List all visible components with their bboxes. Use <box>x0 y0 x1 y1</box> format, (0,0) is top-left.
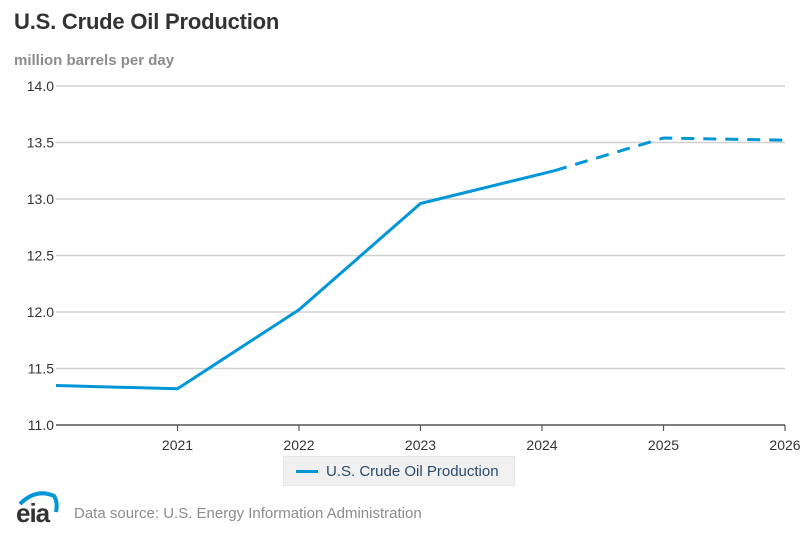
x-tick-label: 2023 <box>405 437 436 453</box>
y-tick-label: 12.5 <box>27 248 54 264</box>
footer: eia Data source: U.S. Energy Information… <box>14 490 422 528</box>
legend[interactable]: U.S. Crude Oil Production <box>283 456 515 486</box>
chart-title: U.S. Crude Oil Production <box>14 9 280 34</box>
x-axis: 2021 2022 2023 2024 2025 2026 <box>56 424 800 453</box>
x-tick-label: 2022 <box>283 437 314 453</box>
y-tick-label: 14.0 <box>27 78 54 94</box>
eia-logo-arc-icon <box>18 491 59 513</box>
y-tick-label: 12.0 <box>27 304 54 320</box>
series-line-historical <box>55 169 555 391</box>
series-line-forecast <box>553 136 786 173</box>
y-tick-label: 11.0 <box>28 417 54 433</box>
eia-logo-text: eia <box>16 498 50 528</box>
x-tick-label: 2025 <box>648 437 679 453</box>
legend-item-label: U.S. Crude Oil Production <box>326 462 499 480</box>
eia-logo[interactable]: eia <box>14 490 62 528</box>
y-tick-label: 11.5 <box>28 361 54 377</box>
x-tick-label: 2021 <box>162 437 193 453</box>
y-tick-label: 13.0 <box>27 191 54 207</box>
legend-swatch-icon <box>296 469 318 473</box>
series-lines <box>55 136 786 391</box>
y-tick-label: 13.5 <box>27 135 54 151</box>
x-tick-label: 2026 <box>769 437 800 453</box>
y-axis-ticks: 11.0 11.5 12.0 12.5 13.0 13.5 14.0 <box>27 78 54 433</box>
data-source-text: Data source: U.S. Energy Information Adm… <box>74 504 422 522</box>
y-axis-units-label: million barrels per day <box>14 52 175 69</box>
x-tick-label: 2024 <box>526 437 557 453</box>
gridlines <box>56 85 785 370</box>
